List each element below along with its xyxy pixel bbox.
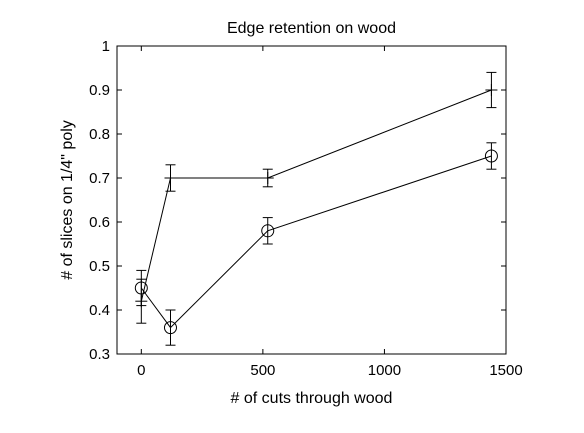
x-tick-label: 0 [137,362,145,379]
y-tick-label: 0.4 [89,302,110,319]
series-line [140,89,492,302]
y-tick-label: 0.9 [89,82,110,99]
plot-frame [116,45,507,355]
data-point-plus [164,172,177,184]
series-2 [134,142,498,346]
data-point-plus [485,84,498,96]
plot-background [117,46,506,354]
ticks-layer: 0 500 1000 1500 0.3 0.4 0.5 0.6 0.7 0.8 0.9 1 [89,38,523,379]
y-tick-label: 0.5 [89,258,110,275]
error-bar [486,142,497,170]
x-axis-label: # of cuts through wood [231,390,393,407]
error-bar [262,217,273,245]
y-tick-label: 0.3 [89,346,110,363]
data-point-plus [261,172,274,184]
data-point-circle [134,281,148,295]
error-bar [165,309,176,346]
x-tick-label: 1000 [368,362,401,379]
y-axis-label: # of slices on 1/4" poly [59,120,76,280]
x-tick-label: 500 [250,362,275,379]
error-bar [136,269,147,307]
series-line [140,155,492,329]
x-tick-label: 1500 [489,362,522,379]
y-tick-label: 0.7 [89,170,110,187]
data-point-circle [163,321,177,335]
data-point-circle [484,149,498,163]
y-tick-label: 0.6 [89,214,110,231]
y-tick-label: 0.8 [89,126,110,143]
y-tick-label: 1 [102,38,110,55]
series-layer [134,71,498,346]
chart-title: Edge retention on wood [227,20,396,37]
data-point-circle [261,224,275,238]
